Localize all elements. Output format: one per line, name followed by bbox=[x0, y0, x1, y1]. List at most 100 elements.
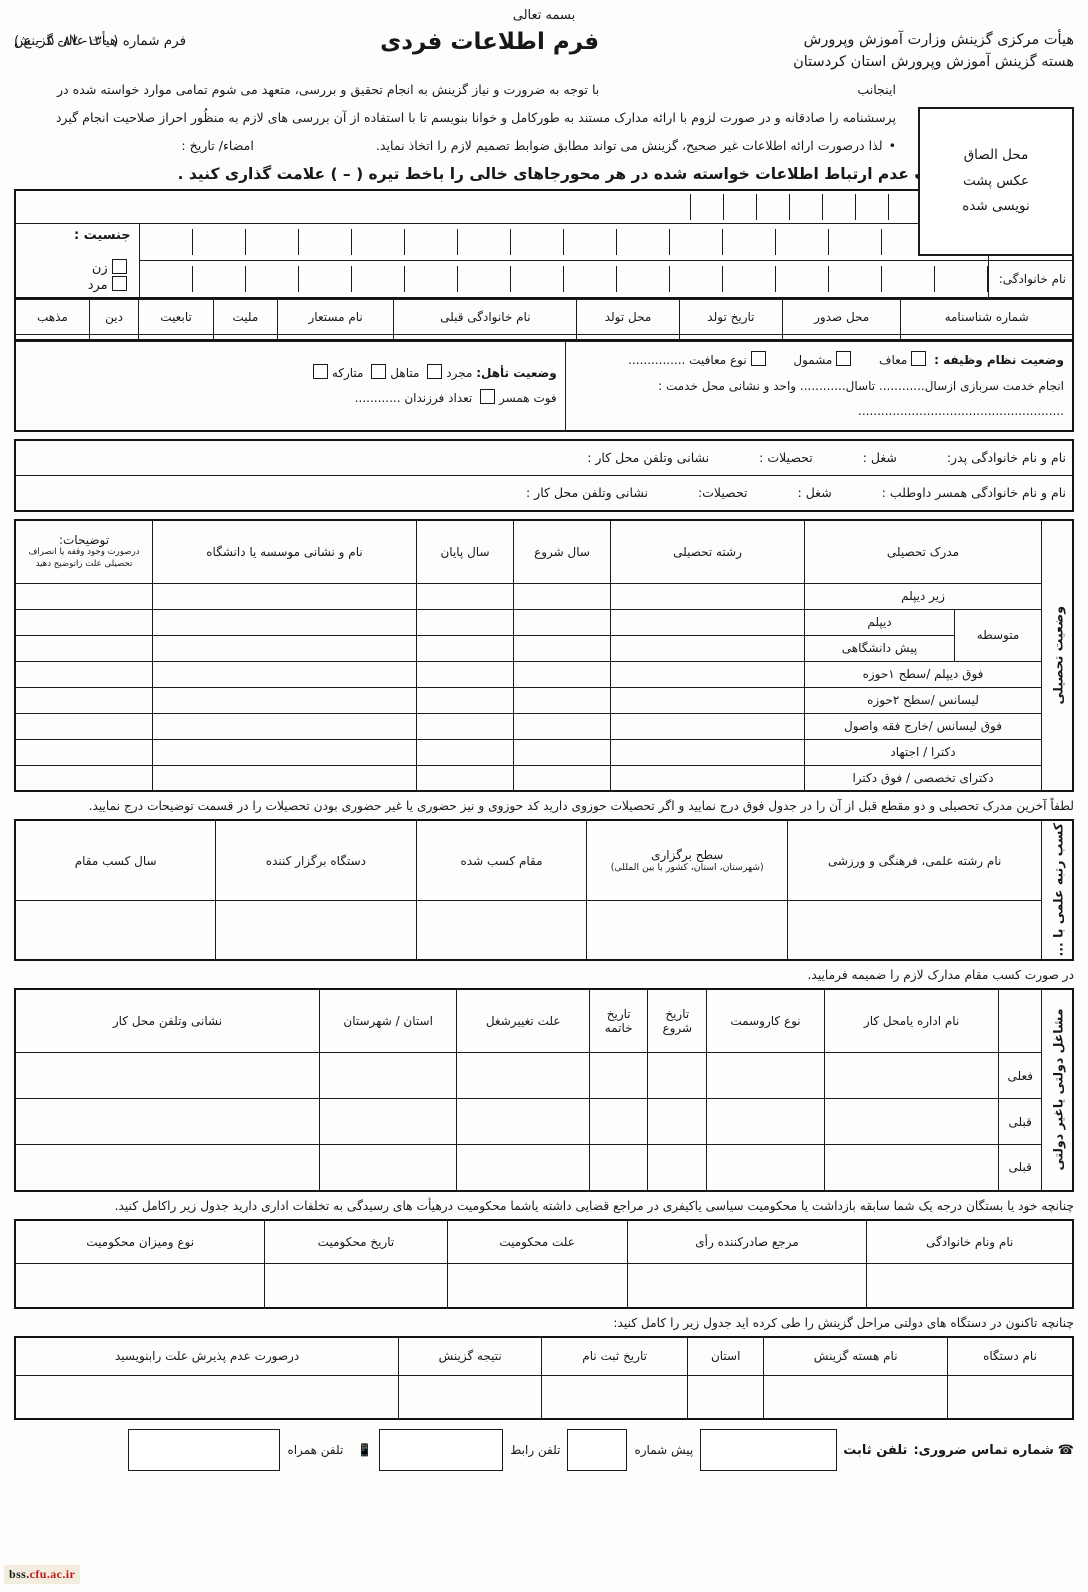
identity-columns-values[interactable] bbox=[14, 334, 1074, 341]
cell-institute[interactable] bbox=[152, 712, 417, 740]
education-row-bachelor[interactable]: لیسانس /سطح ۲حوزه bbox=[14, 686, 1073, 714]
identity-cell-4[interactable] bbox=[393, 334, 578, 341]
cell-organizer[interactable] bbox=[215, 900, 417, 961]
landline-input[interactable] bbox=[700, 1429, 838, 1472]
cell-field[interactable] bbox=[786, 900, 1043, 961]
education-row-subdiploma[interactable]: زیر دیپلم bbox=[14, 582, 1073, 610]
gender-option-female[interactable]: زن bbox=[88, 259, 131, 276]
mobile-input[interactable] bbox=[128, 1429, 281, 1472]
code-cell[interactable] bbox=[757, 194, 790, 221]
cell-start[interactable] bbox=[647, 1098, 708, 1146]
cell-start[interactable] bbox=[647, 1144, 708, 1192]
conviction-cell-3[interactable] bbox=[264, 1263, 448, 1309]
code-cell[interactable] bbox=[829, 229, 882, 256]
code-cell[interactable] bbox=[856, 194, 889, 221]
cell-notes[interactable] bbox=[14, 686, 153, 714]
cell-field[interactable] bbox=[610, 634, 805, 662]
cell-field[interactable] bbox=[610, 582, 805, 610]
code-cell[interactable] bbox=[882, 266, 935, 293]
cell-start[interactable] bbox=[513, 712, 611, 740]
code-cell[interactable] bbox=[140, 229, 193, 256]
code-cell[interactable] bbox=[405, 266, 458, 293]
first-name-cells[interactable] bbox=[140, 229, 988, 256]
cell-end[interactable] bbox=[416, 686, 514, 714]
selection-cell-3[interactable] bbox=[541, 1374, 689, 1420]
code-cell[interactable] bbox=[246, 229, 299, 256]
cell-end[interactable] bbox=[588, 1052, 649, 1100]
cell-start[interactable] bbox=[513, 660, 611, 688]
cell-rank[interactable] bbox=[415, 900, 588, 961]
cell-reason[interactable] bbox=[456, 1144, 590, 1192]
identity-cell-5[interactable] bbox=[276, 334, 395, 341]
cell-field[interactable] bbox=[610, 660, 805, 688]
cell-end[interactable] bbox=[416, 582, 514, 610]
jobs-row-previous-2[interactable]: قبلی bbox=[14, 1144, 1073, 1192]
code-cell[interactable] bbox=[691, 194, 724, 221]
cell-province[interactable] bbox=[318, 1052, 458, 1100]
cell-office[interactable] bbox=[823, 1052, 1000, 1100]
code-cell[interactable] bbox=[405, 229, 458, 256]
cell-end[interactable] bbox=[588, 1098, 649, 1146]
identity-cell-6[interactable] bbox=[212, 334, 278, 341]
education-row-master[interactable]: فوق لیسانس /خارج فقه واصول bbox=[14, 712, 1073, 740]
checkbox-female-icon[interactable] bbox=[111, 259, 127, 275]
cell-end[interactable] bbox=[416, 764, 514, 792]
cell-address[interactable] bbox=[14, 1144, 320, 1192]
identity-cell-9[interactable] bbox=[14, 334, 90, 341]
cell-notes[interactable] bbox=[14, 712, 153, 740]
cell-start[interactable] bbox=[513, 686, 611, 714]
checkbox-spouse-death-icon[interactable] bbox=[480, 389, 496, 405]
cell-institute[interactable] bbox=[152, 582, 417, 610]
identity-cell-7[interactable] bbox=[138, 334, 214, 341]
cell-type[interactable] bbox=[706, 1098, 825, 1146]
code-cell[interactable] bbox=[790, 194, 823, 221]
national-code-cells[interactable] bbox=[139, 194, 988, 221]
conviction-cell-2[interactable] bbox=[446, 1263, 628, 1309]
education-row-diploma[interactable]: متوسطه دیپلم bbox=[14, 608, 1073, 662]
code-cell[interactable] bbox=[617, 229, 670, 256]
selection-cell-5[interactable] bbox=[14, 1374, 400, 1420]
cell-end[interactable] bbox=[588, 1144, 649, 1192]
cell-end[interactable] bbox=[416, 660, 514, 688]
checkbox-male-icon[interactable] bbox=[111, 276, 127, 292]
cell-start[interactable] bbox=[513, 582, 611, 610]
cell-type[interactable] bbox=[706, 1052, 825, 1100]
code-cell[interactable] bbox=[935, 266, 988, 293]
cell-start[interactable] bbox=[513, 764, 611, 792]
code-cell[interactable] bbox=[193, 266, 246, 293]
checkbox-exempt-icon[interactable] bbox=[911, 351, 927, 367]
relay-input[interactable] bbox=[379, 1429, 504, 1472]
identity-cell-1[interactable] bbox=[782, 334, 902, 341]
cell-field[interactable] bbox=[610, 764, 805, 792]
code-cell[interactable] bbox=[352, 266, 405, 293]
achievements-row[interactable] bbox=[14, 900, 1073, 961]
exemption-dots[interactable]: ............... bbox=[628, 353, 686, 368]
cell-province[interactable] bbox=[318, 1144, 458, 1192]
code-cell[interactable] bbox=[776, 229, 829, 256]
cell-reason[interactable] bbox=[456, 1098, 590, 1146]
code-cell[interactable] bbox=[670, 266, 723, 293]
selection-cell-2[interactable] bbox=[687, 1374, 765, 1420]
code-cell[interactable] bbox=[299, 229, 352, 256]
cell-field[interactable] bbox=[610, 608, 805, 636]
selection-cell-4[interactable] bbox=[398, 1374, 543, 1420]
code-cell[interactable] bbox=[889, 194, 922, 221]
cell-start[interactable] bbox=[513, 634, 611, 662]
code-cell[interactable] bbox=[723, 229, 776, 256]
cell-notes[interactable] bbox=[14, 764, 153, 792]
cell-province[interactable] bbox=[318, 1098, 458, 1146]
cell-institute[interactable] bbox=[152, 764, 417, 792]
cell-institute[interactable] bbox=[152, 634, 417, 662]
cell-reason[interactable] bbox=[456, 1052, 590, 1100]
cell-address[interactable] bbox=[14, 1052, 320, 1100]
last-name-cells[interactable] bbox=[140, 266, 988, 293]
code-cell[interactable] bbox=[511, 266, 564, 293]
cell-notes[interactable] bbox=[14, 634, 153, 662]
code-cell[interactable] bbox=[658, 194, 691, 221]
cell-end[interactable] bbox=[416, 712, 514, 740]
father-row[interactable]: نام و نام خانوادگی پدر: شغل : تحصیلات : … bbox=[14, 439, 1074, 476]
cell-notes[interactable] bbox=[14, 582, 153, 610]
jobs-row-previous-1[interactable]: قبلی bbox=[14, 1098, 1073, 1146]
education-row-associate[interactable]: فوق دیپلم /سطح ۱حوزه bbox=[14, 660, 1073, 688]
code-cell[interactable] bbox=[352, 229, 405, 256]
